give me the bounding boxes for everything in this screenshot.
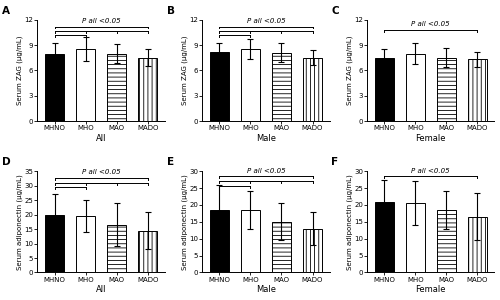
X-axis label: Female: Female (416, 134, 446, 143)
Bar (45, 214, 64, 272)
X-axis label: Female: Female (416, 285, 446, 294)
Bar (76, 49, 95, 121)
Bar (272, 53, 291, 121)
Bar (303, 58, 322, 121)
Text: E: E (166, 157, 173, 167)
Text: A: A (2, 6, 10, 16)
Text: D: D (2, 157, 10, 167)
Y-axis label: Serum ZAG (μg/mL): Serum ZAG (μg/mL) (182, 36, 188, 105)
X-axis label: Male: Male (256, 285, 276, 294)
Bar (468, 217, 487, 272)
Bar (210, 210, 229, 272)
X-axis label: Male: Male (256, 134, 276, 143)
Bar (45, 53, 64, 121)
Text: C: C (332, 6, 339, 16)
Bar (436, 210, 456, 272)
Bar (76, 216, 95, 272)
Text: B: B (166, 6, 174, 16)
Bar (406, 53, 425, 121)
Bar (138, 58, 158, 121)
Bar (468, 59, 487, 121)
Y-axis label: Serum adiponectin (μg/mL): Serum adiponectin (μg/mL) (16, 174, 23, 270)
Text: P all <0.05: P all <0.05 (246, 168, 286, 174)
X-axis label: All: All (96, 134, 106, 143)
Bar (241, 49, 260, 121)
Bar (107, 225, 126, 272)
Bar (107, 53, 126, 121)
Bar (272, 222, 291, 272)
Text: F: F (332, 157, 338, 167)
Bar (374, 58, 394, 121)
Bar (374, 202, 394, 272)
Y-axis label: Serum adiponectin (μg/mL): Serum adiponectin (μg/mL) (346, 174, 352, 270)
Text: P all <0.05: P all <0.05 (82, 18, 120, 24)
Text: P all <0.05: P all <0.05 (412, 20, 450, 26)
Bar (138, 230, 158, 272)
Y-axis label: Serum adiponectin (μg/mL): Serum adiponectin (μg/mL) (181, 174, 188, 270)
Text: P all <0.05: P all <0.05 (412, 168, 450, 174)
Bar (241, 210, 260, 272)
Bar (436, 58, 456, 121)
X-axis label: All: All (96, 285, 106, 294)
Text: P all <0.05: P all <0.05 (246, 18, 286, 24)
Y-axis label: Serum ZAG (μg/mL): Serum ZAG (μg/mL) (346, 36, 352, 105)
Bar (210, 52, 229, 121)
Bar (303, 229, 322, 272)
Bar (406, 203, 425, 272)
Text: P all <0.05: P all <0.05 (82, 169, 120, 175)
Y-axis label: Serum ZAG (μg/mL): Serum ZAG (μg/mL) (16, 36, 23, 105)
